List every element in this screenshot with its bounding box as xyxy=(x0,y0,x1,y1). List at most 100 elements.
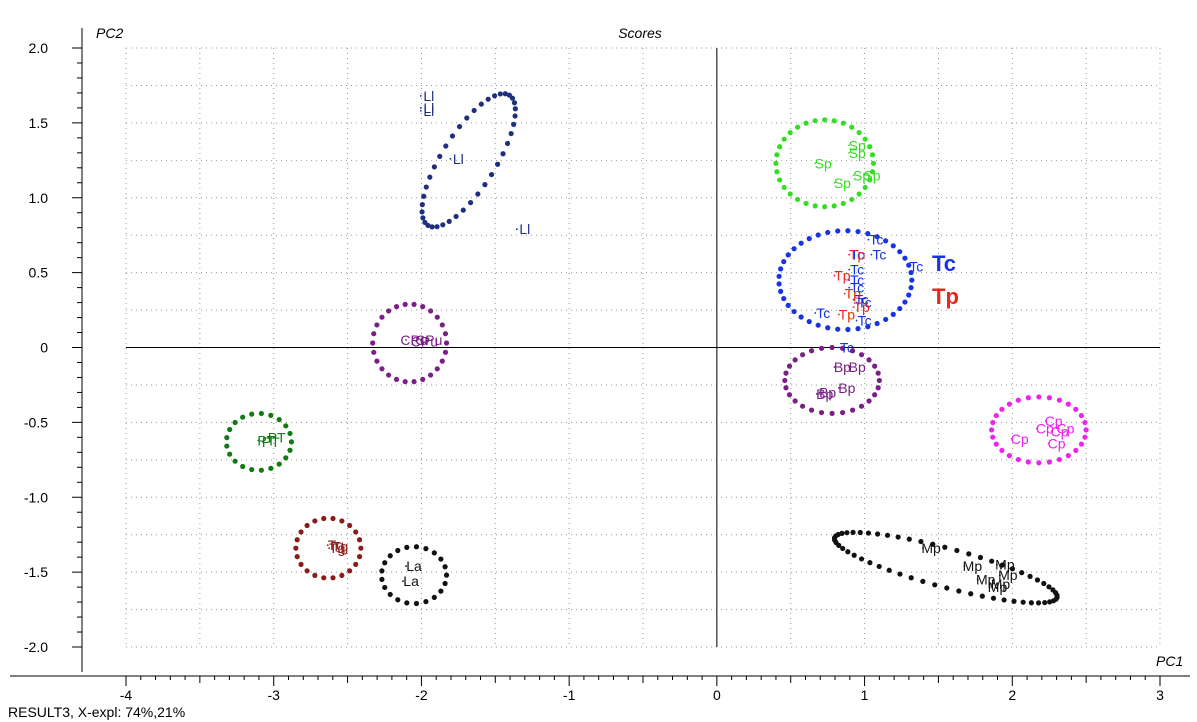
ellipse-dot xyxy=(502,91,508,97)
score-point xyxy=(991,583,994,586)
score-point xyxy=(814,312,817,314)
point-label: Mp xyxy=(995,557,1015,573)
ellipse-dot xyxy=(968,591,974,597)
ellipse-dot xyxy=(1065,401,1071,407)
ellipse-dot xyxy=(482,182,488,188)
ellipse-dot xyxy=(438,556,444,562)
score-point xyxy=(419,95,422,97)
ellipse-dot xyxy=(497,91,503,97)
ellipse-dot xyxy=(1056,397,1062,403)
y-axis-ticks: -2.0 -1.5 -1.0 -0.5 0 0.5 1.0 1.5 2.0 xyxy=(24,40,82,655)
point-label: Tg xyxy=(328,537,344,553)
ellipse-dot xyxy=(792,398,798,404)
ellipse-dot xyxy=(485,96,491,102)
y-tick-label: 1.0 xyxy=(29,190,49,206)
score-point xyxy=(848,366,851,368)
ellipse-dot xyxy=(283,423,289,429)
point-label: Tc xyxy=(840,340,854,356)
ellipse-dot xyxy=(1083,427,1089,433)
ellipse-dot xyxy=(1019,570,1025,576)
ellipse-dot xyxy=(990,434,996,440)
ellipse-dot xyxy=(844,530,850,536)
ellipse-dot xyxy=(839,345,846,351)
ellipse-dot xyxy=(1046,459,1052,465)
ellipse-dot xyxy=(781,136,787,142)
score-point xyxy=(907,265,910,268)
ellipse-dot xyxy=(1034,577,1041,583)
ellipse-dot xyxy=(347,568,353,574)
ellipse-dot xyxy=(504,140,511,147)
chart-title: Scores xyxy=(618,25,662,41)
point-label: Ll xyxy=(423,88,434,104)
point-label: Cp xyxy=(1057,420,1075,436)
ellipse-dot xyxy=(883,316,889,323)
point-label: Tc xyxy=(858,295,872,311)
y-tick-label: -0.5 xyxy=(24,414,48,430)
ellipse-dot xyxy=(1046,395,1052,401)
ellipse-dot xyxy=(508,130,514,137)
ellipse-dot xyxy=(1065,453,1071,459)
legend-item-tp: Tp xyxy=(932,284,959,309)
point-label: Tc xyxy=(850,272,864,288)
ellipse-dot xyxy=(423,546,429,552)
ellipse-dot xyxy=(287,447,293,453)
ellipse-dot xyxy=(870,160,877,166)
ellipse-dot xyxy=(835,228,841,234)
point-label: Bp xyxy=(819,384,836,400)
score-point xyxy=(976,578,979,581)
ellipse-dot xyxy=(249,411,255,417)
score-point xyxy=(1035,427,1038,430)
ellipse-dot xyxy=(1047,599,1053,605)
ellipse-dot xyxy=(966,551,972,557)
ellipse-dot xyxy=(839,530,845,536)
ellipse-dot xyxy=(829,344,835,351)
ellipse-dot xyxy=(232,458,238,464)
ellipse-dot xyxy=(298,561,304,567)
ellipse-dot xyxy=(353,529,359,535)
ellipse-dot xyxy=(806,318,812,325)
score-point xyxy=(1044,419,1047,422)
ellipse-dot xyxy=(379,366,385,372)
score-point xyxy=(870,253,873,256)
ellipse-dot xyxy=(427,174,433,180)
ellipse-dot xyxy=(434,366,440,372)
ellipse-dot xyxy=(1041,580,1047,587)
ellipse-dot xyxy=(1025,395,1031,401)
ellipse-dot xyxy=(831,118,837,124)
ellipse-dot xyxy=(268,412,274,418)
score-point xyxy=(922,547,924,550)
ellipse-dot xyxy=(786,392,793,398)
ellipse-dot xyxy=(1056,456,1062,463)
ellipse-dot xyxy=(954,547,960,554)
ellipse-dot xyxy=(930,541,936,547)
ellipse-dot xyxy=(777,177,783,183)
ellipse-dot xyxy=(908,575,914,581)
ellipse-dot xyxy=(421,193,427,199)
point-label: PT xyxy=(262,434,280,450)
score-point xyxy=(996,563,998,566)
score-point xyxy=(837,346,840,349)
ellipse-dot xyxy=(356,554,363,560)
confidence-ellipses xyxy=(224,91,1089,607)
ellipse-dot xyxy=(460,207,466,213)
ellipse-dot xyxy=(439,358,445,364)
y-tick-label: -2.0 xyxy=(24,639,48,655)
ellipse-dot xyxy=(866,357,872,363)
ellipse-dot xyxy=(404,544,410,550)
ellipse-dot xyxy=(438,588,444,594)
point-label: Tc xyxy=(855,292,869,308)
ellipse-dot xyxy=(227,426,233,433)
y-tick-label: -1.0 xyxy=(24,489,48,505)
ellipse-dot xyxy=(509,95,516,101)
ellipse-dot xyxy=(402,301,408,307)
score-point xyxy=(848,279,851,282)
score-point xyxy=(515,228,518,231)
ellipse-dot xyxy=(240,414,246,420)
point-label: Sp xyxy=(815,155,832,171)
ellipse-dot xyxy=(475,191,481,197)
ellipse-dot xyxy=(932,582,938,588)
ellipse-dot xyxy=(1036,394,1042,400)
ellipse-dot xyxy=(304,522,310,529)
